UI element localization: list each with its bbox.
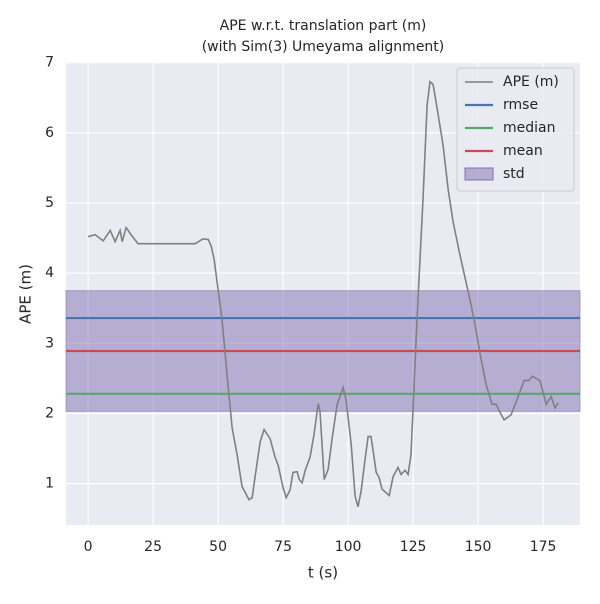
x-tick-label: 100 [335,539,362,555]
x-tick-label: 175 [530,539,557,555]
chart-subtitle: (with Sim(3) Umeyama alignment) [202,39,445,55]
legend-box [456,67,575,192]
x-tick-label: 50 [209,539,227,555]
legend-label: mean [503,143,543,159]
y-axis-label: APE (m) [17,264,35,324]
ape-line [87,79,559,508]
legend-label: APE (m) [503,74,559,90]
y-tick-label: 2 [45,405,54,421]
x-tick-label: 75 [274,539,292,555]
y-tick-label: 4 [45,265,54,281]
y-tick-label: 3 [45,335,54,351]
legend-swatch [464,167,494,181]
x-axis-label: t (s) [308,564,338,582]
legend: APE (m) rmse median mean std [456,67,575,192]
x-tick-label: 25 [144,539,162,555]
y-tick-label: 6 [45,125,54,141]
y-tick-label: 7 [45,55,54,71]
legend-label: rmse [503,97,538,113]
chart-title: APE w.r.t. translation part (m) [220,18,427,34]
legend-label: std [503,166,525,182]
y-tick-label: 5 [45,195,54,211]
x-tick-label: 0 [84,539,93,555]
y-tick-label: 1 [45,476,54,492]
x-tick-label: 125 [400,539,427,555]
legend-label: median [503,120,555,136]
x-tick-label: 150 [465,539,492,555]
